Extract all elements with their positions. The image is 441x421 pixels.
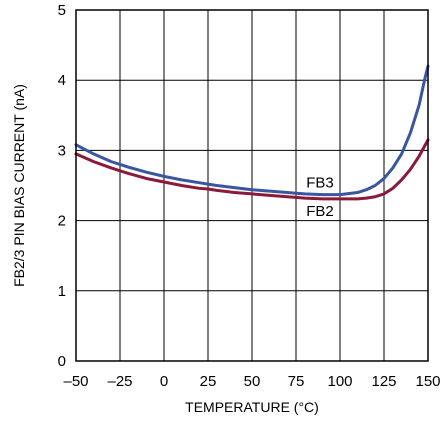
x-tick-label: 75 [288, 373, 305, 390]
series-label-fb2: FB2 [306, 203, 334, 220]
x-tick-label: 150 [415, 373, 440, 390]
grid [76, 10, 428, 361]
y-tick-label: 2 [58, 213, 66, 230]
series-line-fb2 [74, 138, 430, 201]
y-tick-label: 3 [58, 142, 66, 159]
series-line-fb3 [74, 64, 430, 197]
series-lines [74, 64, 430, 201]
y-tick-label: 4 [58, 72, 66, 89]
series-annotations: FB3 FB2 [306, 175, 334, 220]
x-tick-label: 0 [160, 373, 168, 390]
x-tick-label: –25 [107, 373, 132, 390]
y-tick-label: 1 [58, 283, 66, 300]
x-tick-label: 25 [200, 373, 217, 390]
x-tick-label: 50 [244, 373, 261, 390]
x-tick-label: –50 [63, 373, 88, 390]
x-tick-label: 125 [371, 373, 396, 390]
x-axis-title: TEMPERATURE (°C) [185, 399, 319, 415]
y-tick-label: 5 [58, 2, 66, 19]
series-label-fb3: FB3 [306, 175, 334, 192]
y-axis-title: FB2/3 PIN BIAS CURRENT (nA) [11, 84, 27, 287]
y-tick-labels: 0 1 2 3 4 5 [58, 2, 66, 370]
y-tick-label: 0 [58, 353, 66, 370]
plot-frame [75, 9, 429, 362]
x-tick-label: 100 [327, 373, 352, 390]
x-tick-labels: –50 –25 0 25 50 75 100 125 150 [63, 373, 440, 390]
